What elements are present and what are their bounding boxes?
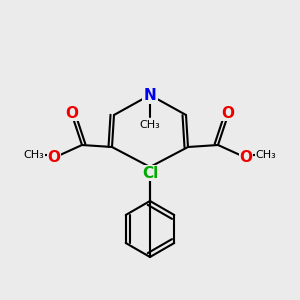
Text: Cl: Cl [142,166,158,181]
Text: O: O [47,149,61,164]
Text: CH₃: CH₃ [256,150,276,160]
Text: CH₃: CH₃ [24,150,44,160]
Text: CH₃: CH₃ [140,120,160,130]
Text: O: O [65,106,79,121]
Text: O: O [239,149,253,164]
Text: O: O [221,106,235,121]
Text: N: N [144,88,156,103]
